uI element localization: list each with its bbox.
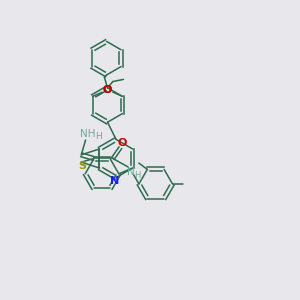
Text: H: H bbox=[95, 132, 102, 141]
Text: S: S bbox=[78, 161, 86, 171]
Text: O: O bbox=[118, 138, 127, 148]
Text: N: N bbox=[110, 176, 120, 186]
Text: NH: NH bbox=[80, 129, 95, 139]
Text: N: N bbox=[128, 167, 135, 177]
Text: O: O bbox=[103, 85, 112, 95]
Text: H: H bbox=[134, 171, 141, 180]
Text: O: O bbox=[103, 85, 112, 95]
